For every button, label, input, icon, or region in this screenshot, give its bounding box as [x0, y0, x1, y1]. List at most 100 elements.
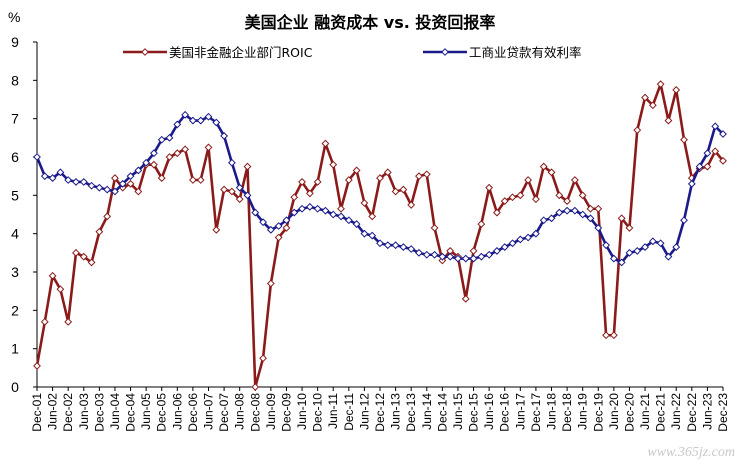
series-2-point: [134, 166, 143, 175]
series-layer: [33, 80, 727, 391]
series-2-point: [220, 132, 228, 140]
legend-label-1: 美国非金融企业部门ROIC: [169, 45, 313, 60]
series-1-point: [48, 271, 57, 280]
series-1-point: [524, 176, 533, 184]
series-1-point: [422, 170, 431, 179]
series-2-point: [407, 245, 416, 253]
series-1-point: [383, 168, 392, 177]
legend: 美国非金融企业部门ROIC 工商业贷款有效利率: [123, 45, 582, 60]
x-tick-label: Jun-11: [326, 393, 340, 429]
series-1-point: [719, 156, 727, 165]
series-2-point: [40, 172, 49, 181]
series-2-point: [150, 149, 158, 158]
x-tick-label: Dec-17: [529, 393, 543, 432]
series-1-point: [344, 176, 353, 184]
series-1-point: [126, 179, 135, 188]
x-tick-label: Jun-16: [482, 393, 496, 430]
x-tick-label: Jun-04: [108, 393, 122, 430]
series-2-point: [337, 212, 345, 221]
series-2-point: [555, 208, 564, 217]
series-2-point: [524, 233, 533, 242]
series-1-point: [321, 139, 330, 148]
series-2-point: [570, 206, 579, 215]
series-1-point: [493, 208, 501, 217]
series-2-point: [586, 214, 595, 223]
series-1-point: [711, 147, 720, 156]
series-2-point: [399, 243, 408, 251]
series-1-point: [563, 197, 571, 205]
series-1-point: [337, 204, 345, 213]
x-tick-label: Dec-01: [30, 393, 44, 432]
x-tick-label: Dec-16: [498, 393, 512, 432]
series-2-point: [477, 252, 486, 261]
series-1-point: [633, 126, 642, 135]
y-tick-label: 5: [11, 187, 19, 203]
series-1-point: [259, 354, 267, 363]
series-2-point: [305, 202, 314, 211]
series-2-point: [461, 254, 470, 263]
series-1-point: [508, 193, 517, 202]
series-1-point: [95, 227, 104, 236]
series-2-point: [695, 162, 704, 171]
series-2-point: [422, 250, 431, 259]
series-2-point: [33, 153, 41, 161]
series-2-point: [118, 179, 127, 188]
series-2-point: [352, 220, 361, 228]
series-1-point: [196, 176, 205, 184]
series-2-point: [95, 183, 104, 192]
series-1-point: [555, 191, 564, 200]
series-2-point: [142, 158, 151, 167]
series-2-point: [508, 239, 517, 248]
series-2-point: [266, 225, 275, 234]
series-1-point: [539, 162, 548, 171]
x-tick-label: Jun-02: [46, 393, 60, 430]
y-tick-label: 9: [11, 34, 19, 50]
y-tick-label: 3: [11, 264, 19, 280]
series-2-point: [126, 172, 135, 181]
series-2-point: [493, 247, 501, 255]
series-1-point: [391, 187, 400, 196]
y-tick-label: 4: [11, 226, 19, 242]
series-1-point: [313, 178, 322, 186]
series-1-point: [79, 252, 88, 261]
x-tick-label: Dec-09: [279, 393, 293, 432]
series-2-point: [500, 243, 509, 251]
series-1-point: [532, 195, 540, 204]
series-1-point: [672, 86, 681, 94]
x-tick-label: Dec-15: [467, 393, 481, 432]
series-2-point: [391, 241, 400, 250]
series-2-point: [578, 210, 587, 219]
series-2-point: [539, 216, 548, 225]
series-2-point: [79, 178, 88, 186]
series-2-point: [313, 204, 322, 213]
series-1-point: [376, 174, 384, 182]
series-2-point: [516, 235, 525, 244]
series-2-point: [111, 187, 119, 196]
series-1-point: [298, 178, 306, 186]
series-1-point: [212, 225, 221, 234]
y-tick-label: 0: [11, 379, 19, 395]
x-tick-label: Jun-14: [420, 393, 434, 430]
series-2-point: [64, 176, 73, 184]
axes: 0 1 2 3 4 5 6 7 8 9 Dec-01 Jun-02 Dec-02 Jun-03 Dec-03…: [11, 34, 730, 432]
series-1-point: [150, 160, 158, 169]
x-tick-label: Dec-02: [61, 393, 75, 432]
series-1-point: [469, 247, 478, 255]
series-2-point: [48, 174, 57, 182]
series-2-point: [204, 112, 213, 121]
x-tick-label: Jun-20: [607, 393, 621, 430]
series-1-point: [282, 224, 291, 232]
series-2-point: [672, 243, 681, 251]
x-tick-label: Jun-15: [451, 393, 465, 430]
series-2-point: [563, 206, 571, 215]
x-tick-label: Dec-13: [404, 393, 418, 432]
x-tick-label: Dec-03: [92, 393, 106, 432]
x-tick-label: Jun-08: [233, 393, 247, 430]
series-2-point: [165, 133, 174, 142]
x-tick-label: Dec-07: [217, 393, 231, 432]
series-2-point: [594, 224, 603, 232]
series-2-point: [72, 178, 80, 186]
series-1-point: [617, 214, 626, 223]
series-2-point: [181, 110, 190, 119]
